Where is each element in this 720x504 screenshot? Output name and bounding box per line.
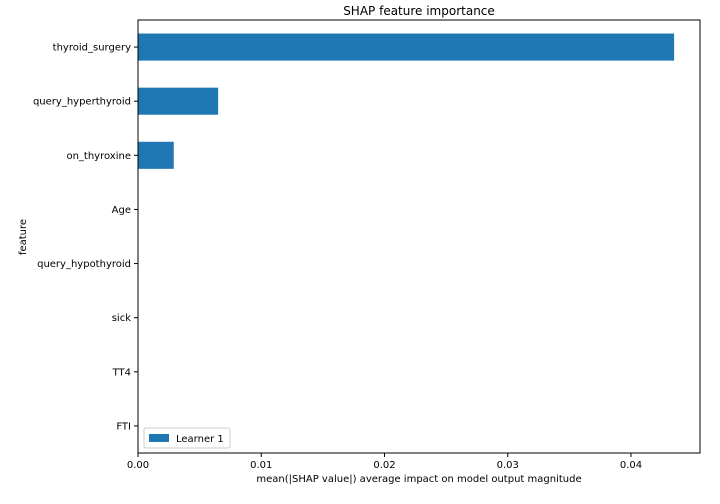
legend-frame (143, 427, 231, 449)
x-tick-label-4: 0.04 (620, 460, 642, 471)
chart-title: SHAP feature importance (343, 4, 495, 18)
y-tick-label-2: on_thyroxine (66, 151, 131, 162)
y-tick-label-1: query_hyperthyroid (33, 97, 131, 108)
y-tick-label-0: thyroid_surgery (53, 43, 131, 54)
bar-0 (138, 33, 675, 61)
y-tick-label-7: FTI (116, 421, 131, 432)
x-tick-label-2: 0.02 (373, 460, 395, 471)
y-axis-label: feature (18, 219, 29, 255)
y-tick-label-3: Age (112, 205, 131, 216)
x-axis-label: mean(|SHAP value|) average impact on mod… (256, 474, 581, 485)
plot-frame (137, 19, 701, 454)
bar-2 (138, 141, 174, 169)
x-axis: 0.00 0.01 0.02 0.03 0.04 (127, 453, 642, 471)
legend: Learner 1 (143, 427, 231, 449)
plot-area (137, 19, 701, 454)
y-tick-label-5: sick (112, 313, 131, 324)
x-tick-label-3: 0.03 (497, 460, 519, 471)
x-tick-label-0: 0.00 (127, 460, 149, 471)
y-tick-label-4: query_hypothyroid (37, 259, 131, 270)
legend-label: Learner 1 (176, 434, 224, 445)
y-tick-label-6: TT4 (112, 367, 131, 378)
bar-1 (138, 87, 219, 115)
legend-swatch (149, 434, 169, 442)
y-axis: thyroid_surgery query_hyperthyroid on_thyr… (33, 43, 138, 432)
x-tick-label-1: 0.01 (250, 460, 272, 471)
